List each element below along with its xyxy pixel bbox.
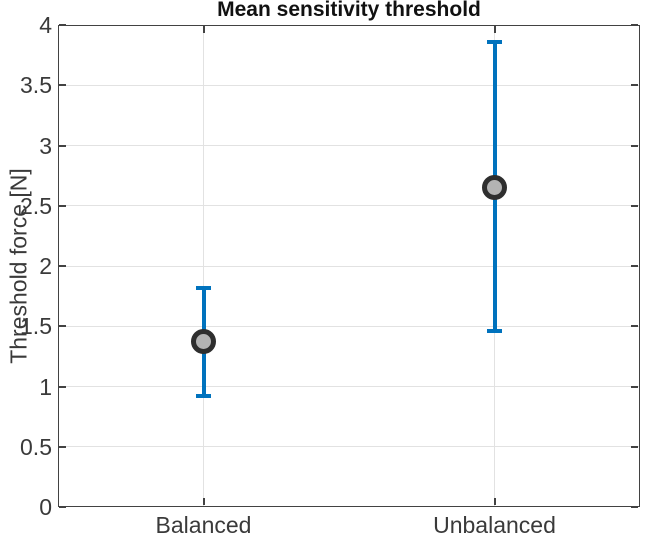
y-tick-left	[59, 265, 66, 267]
x-category-label: Balanced	[155, 512, 252, 538]
errorbar-cap-top	[487, 39, 502, 44]
x-tick-bottom	[202, 498, 205, 505]
y-tick-left	[59, 84, 66, 87]
y-tick-label: 1	[39, 373, 52, 400]
chart-title: Mean sensitivity threshold	[217, 0, 481, 21]
y-tick-right	[631, 506, 638, 508]
y-tick-label: 3	[39, 132, 52, 159]
y-tick-label: 2.5	[20, 192, 52, 219]
y-tick-left	[59, 24, 66, 26]
data-point-marker	[191, 329, 216, 355]
y-tick-left	[59, 144, 66, 147]
y-tick-right	[631, 24, 638, 26]
x-tick-top	[202, 26, 205, 33]
errorbar-cap-bottom	[196, 394, 211, 399]
y-tick-right	[631, 84, 638, 87]
data-point-marker	[482, 175, 507, 201]
errorbar-cap-top	[196, 285, 211, 290]
x-gridline	[203, 26, 204, 506]
y-tick-left	[59, 325, 66, 328]
x-tick-top	[493, 26, 496, 33]
y-gridline	[59, 145, 639, 146]
y-tick-label: 0.5	[20, 433, 52, 460]
y-tick-label: 2	[39, 253, 52, 279]
y-tick-left	[59, 445, 66, 448]
y-tick-label: 3.5	[20, 72, 52, 99]
x-tick-bottom	[493, 498, 496, 505]
y-tick-right	[631, 325, 638, 328]
y-tick-left	[59, 506, 66, 508]
y-gridline	[59, 265, 639, 267]
y-tick-left	[59, 204, 66, 207]
y-tick-right	[631, 204, 638, 207]
y-tick-right	[631, 445, 638, 448]
y-gridline	[59, 205, 639, 207]
x-category-label: Unbalanced	[433, 512, 556, 538]
y-tick-label: 4	[39, 12, 52, 38]
y-gridline	[59, 386, 639, 387]
y-tick-label: 0	[39, 494, 52, 520]
errorbar-cap-bottom	[487, 329, 502, 334]
y-tick-left	[59, 385, 66, 388]
y-tick-right	[631, 265, 638, 267]
y-gridline	[59, 446, 639, 448]
y-tick-right	[631, 144, 638, 147]
y-gridline	[59, 325, 639, 327]
y-gridline	[59, 84, 639, 86]
y-tick-right	[631, 385, 638, 388]
y-tick-label: 1.5	[20, 313, 52, 340]
